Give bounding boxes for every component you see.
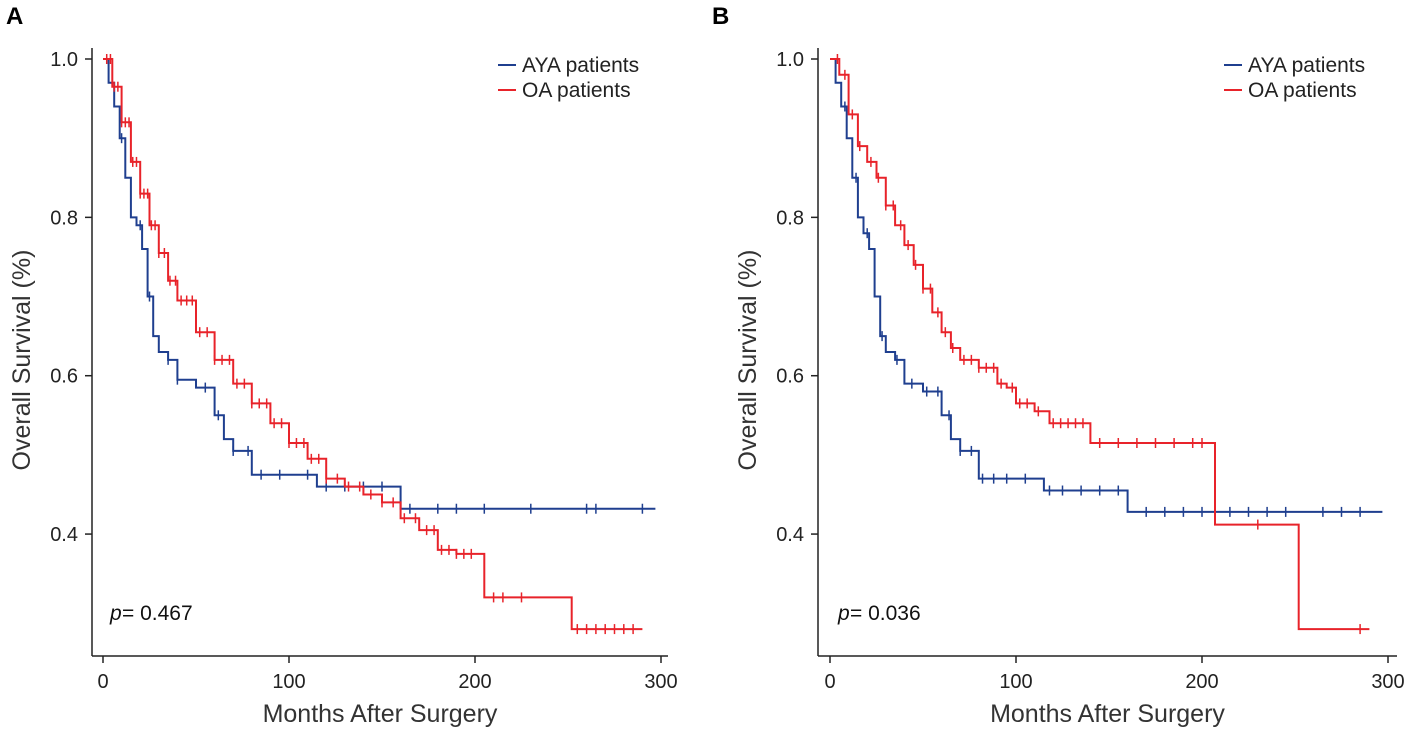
survival-curve-aya <box>103 58 656 510</box>
p-value-text: = 0.036 <box>850 602 921 625</box>
x-tick-label: 300 <box>1371 671 1404 693</box>
x-tick-label: 0 <box>97 671 108 693</box>
p-value-symbol: p <box>109 602 122 625</box>
y-axis-title: Overall Survival (%) <box>8 250 36 471</box>
survival-curve-oa <box>830 58 1370 631</box>
survival-curve-oa <box>103 58 643 631</box>
panel-letter: B <box>712 3 729 30</box>
y-tick-label: 1.0 <box>776 49 804 71</box>
x-axis-title: Months After Surgery <box>990 700 1225 728</box>
p-value-symbol: p <box>837 602 850 625</box>
y-axis-title: Overall Survival (%) <box>734 250 762 471</box>
y-tick-label: 1.0 <box>50 49 78 71</box>
x-tick-label: 200 <box>1185 671 1218 693</box>
y-tick-label: 0.6 <box>50 366 78 388</box>
legend-label-oa: OA patients <box>522 79 631 102</box>
y-tick-label: 0.8 <box>50 207 78 229</box>
x-tick-label: 300 <box>644 671 677 693</box>
x-tick-label: 0 <box>824 671 835 693</box>
y-tick-label: 0.4 <box>776 524 804 546</box>
panel-letter: A <box>6 3 23 30</box>
legend-label-aya: AYA patients <box>1248 54 1365 77</box>
y-tick-label: 0.6 <box>776 366 804 388</box>
legend-label-oa: OA patients <box>1248 79 1357 102</box>
y-tick-label: 0.4 <box>50 524 78 546</box>
legend-label-aya: AYA patients <box>522 54 639 77</box>
x-tick-label: 100 <box>272 671 305 693</box>
survival-curve-aya <box>830 58 1383 513</box>
p-value-text: = 0.467 <box>122 602 193 625</box>
y-tick-label: 0.8 <box>776 207 804 229</box>
x-tick-label: 100 <box>999 671 1032 693</box>
x-axis-title: Months After Surgery <box>263 700 498 728</box>
x-tick-label: 200 <box>458 671 491 693</box>
